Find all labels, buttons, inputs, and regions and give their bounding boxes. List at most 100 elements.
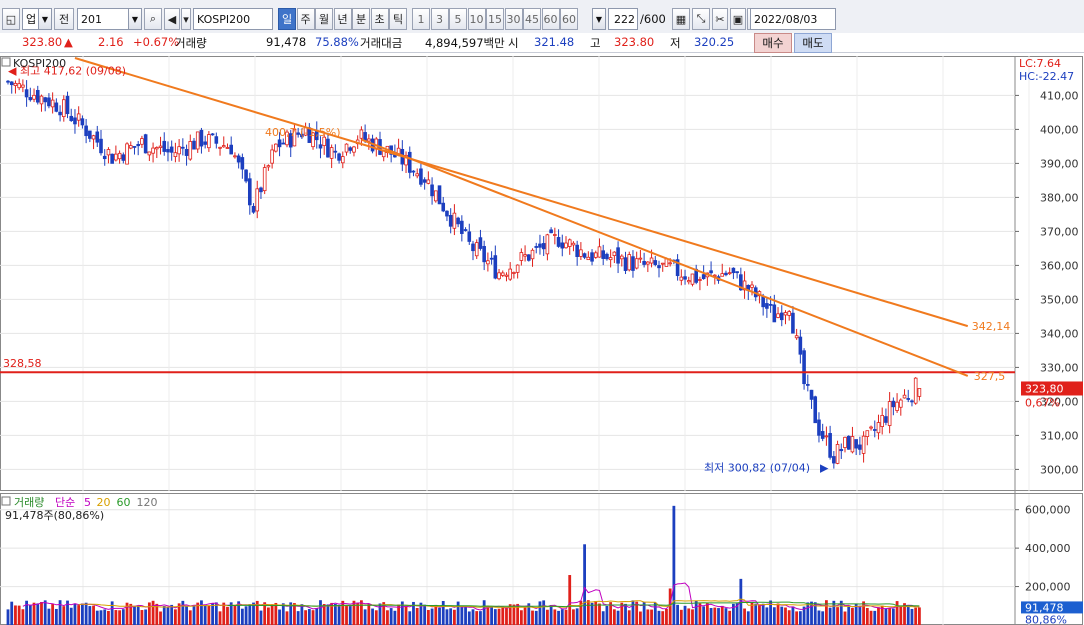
minute-step-3[interactable]: 10 (467, 8, 486, 30)
date-input[interactable]: 2022/08/03 (750, 8, 836, 30)
candle-body (65, 95, 70, 115)
candle-body (586, 256, 591, 261)
change-value: 2.16 (98, 35, 124, 49)
arrow-down-icon[interactable]: ▾ (181, 8, 191, 30)
volume-bar (267, 607, 270, 625)
volume-bar (62, 606, 66, 625)
period-tab-4[interactable]: 분 (352, 8, 370, 30)
candle-body (114, 153, 118, 161)
buy-button[interactable]: 매수 (754, 33, 792, 53)
volume-bar (713, 607, 717, 625)
candle-body (452, 212, 457, 229)
candle-body (567, 239, 572, 247)
chart-area[interactable]: 410,00 400,00 390,00 380,00 370,00 360,00 350,… (0, 56, 1084, 625)
candle-body (593, 252, 598, 258)
volume-bar (430, 608, 434, 625)
prev-button[interactable]: 전 (54, 8, 74, 30)
candle-body (846, 435, 851, 450)
minute-step-1[interactable]: 3 (430, 8, 449, 30)
volume-bar (802, 606, 806, 625)
volume-bar (393, 610, 397, 625)
volume-bar (248, 604, 252, 625)
volume-bar (735, 603, 739, 625)
volume-bar (772, 607, 776, 625)
low-note-arrow-icon: ▶ (820, 462, 829, 475)
count-input[interactable]: 222 (608, 8, 638, 30)
volume-bar (300, 604, 304, 625)
minute-dropdown-icon[interactable]: ▼ (592, 8, 606, 30)
candle-body (675, 259, 680, 277)
market-dropdown-icon[interactable]: ▼ (38, 8, 52, 30)
candle-body (247, 178, 252, 206)
chart-menu-icon[interactable]: ◱ (2, 8, 20, 30)
volume-bar (281, 603, 285, 625)
volume-bar (66, 600, 69, 625)
code-input[interactable]: 201 (77, 8, 133, 30)
minute-step-2[interactable]: 5 (449, 8, 467, 30)
volume-bar (784, 607, 787, 625)
volume-bar (739, 578, 743, 625)
trendline-mid-note: 400,7 (-1,5%) (265, 126, 341, 139)
vol-note: 91,478주(80,86%) (5, 509, 104, 522)
minute-step-4[interactable]: 15 (486, 8, 504, 30)
volume-bar (505, 608, 508, 625)
candle-body (326, 138, 330, 158)
candle-body (143, 134, 148, 154)
volume-bar (110, 601, 114, 625)
minute-step-5[interactable]: 30 (504, 8, 523, 30)
candle-body (39, 95, 44, 105)
candle-body (433, 190, 438, 202)
volume-bar (129, 603, 133, 625)
line-tool-icon[interactable]: ⤡ (692, 8, 710, 30)
candle-body (739, 274, 743, 291)
volume-bar (717, 608, 720, 625)
candle-body (887, 401, 892, 426)
volume-bar (326, 604, 330, 625)
candle-body (504, 274, 509, 277)
period-tab-5[interactable]: 초 (370, 8, 389, 30)
scissors-icon[interactable]: ✂ (712, 8, 728, 30)
period-tab-3[interactable]: 년 (333, 8, 352, 30)
save-icon[interactable]: ▣ (730, 8, 746, 30)
grid-icon[interactable]: ▦ (672, 8, 690, 30)
volume-bar (386, 610, 389, 625)
candle-body (154, 147, 159, 150)
speaker-icon[interactable]: ◀ (164, 8, 180, 30)
search-icon[interactable]: ⌕ (144, 8, 162, 30)
candle-body (266, 165, 271, 168)
volume-bar (631, 600, 635, 625)
period-tab-1[interactable]: 주 (296, 8, 315, 30)
sell-button[interactable]: 매도 (794, 33, 832, 53)
period-tab-2[interactable]: 월 (315, 8, 333, 30)
code-dropdown-icon[interactable]: ▼ (128, 8, 142, 30)
minute-step-0[interactable]: 1 (412, 8, 430, 30)
candle-body (277, 139, 282, 148)
volume-bar (159, 611, 162, 625)
volume-bar (609, 602, 613, 625)
minute-step-7[interactable]: 60 (541, 8, 560, 30)
candle-body (244, 169, 248, 182)
volume-bar (188, 610, 192, 625)
volume-bar (304, 610, 307, 625)
minute-step-6[interactable]: 45 (523, 8, 541, 30)
volume-bar (728, 610, 732, 625)
candle-body (333, 150, 338, 153)
trendline (361, 138, 969, 377)
candle-body (783, 312, 788, 316)
open-value: 321.48 (534, 35, 575, 49)
candle-body (21, 84, 25, 88)
candle-body (538, 243, 542, 248)
volume-bar (605, 605, 609, 625)
candle-body (162, 140, 167, 152)
candle-body (649, 257, 654, 264)
volume-bar (910, 608, 914, 625)
period-tab-6[interactable]: 틱 (389, 8, 407, 30)
candle-body (902, 394, 907, 399)
period-tab-0[interactable]: 일 (278, 8, 296, 30)
candle-body (820, 431, 825, 439)
price-panel-frame (0, 56, 1083, 491)
volume-bar (252, 602, 255, 625)
minute-step-8[interactable]: 60 (560, 8, 578, 30)
volume-bar (125, 602, 129, 625)
candle-body (281, 142, 286, 145)
